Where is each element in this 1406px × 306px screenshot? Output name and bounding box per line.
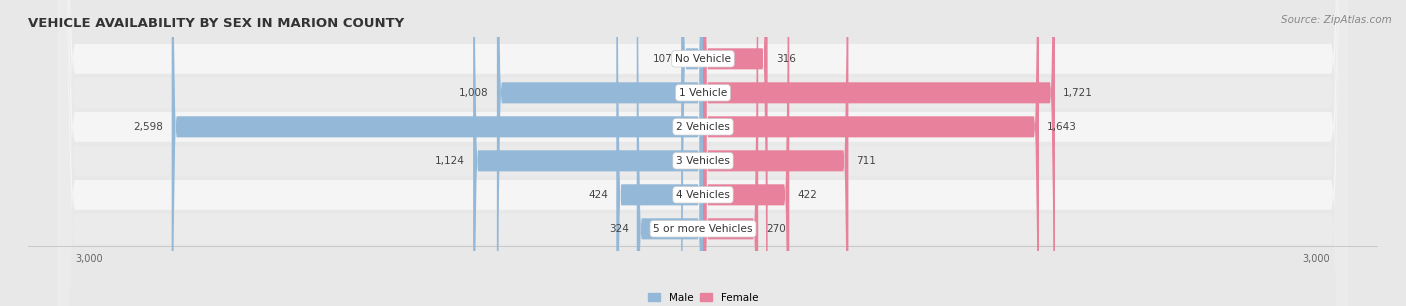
Text: 107: 107	[654, 54, 673, 64]
FancyBboxPatch shape	[474, 0, 703, 306]
Text: 1,721: 1,721	[1063, 88, 1092, 98]
FancyBboxPatch shape	[616, 0, 703, 306]
FancyBboxPatch shape	[681, 0, 703, 306]
FancyBboxPatch shape	[496, 0, 703, 306]
Text: 270: 270	[766, 224, 786, 234]
Text: 3 Vehicles: 3 Vehicles	[676, 156, 730, 166]
FancyBboxPatch shape	[59, 0, 1347, 306]
Text: 1 Vehicle: 1 Vehicle	[679, 88, 727, 98]
Text: No Vehicle: No Vehicle	[675, 54, 731, 64]
Text: 424: 424	[588, 190, 609, 200]
FancyBboxPatch shape	[703, 0, 848, 306]
FancyBboxPatch shape	[59, 0, 1347, 306]
FancyBboxPatch shape	[703, 0, 758, 306]
FancyBboxPatch shape	[703, 0, 789, 306]
FancyBboxPatch shape	[637, 0, 703, 306]
Text: Source: ZipAtlas.com: Source: ZipAtlas.com	[1281, 15, 1392, 25]
Text: VEHICLE AVAILABILITY BY SEX IN MARION COUNTY: VEHICLE AVAILABILITY BY SEX IN MARION CO…	[28, 17, 405, 30]
Text: 5 or more Vehicles: 5 or more Vehicles	[654, 224, 752, 234]
Text: 711: 711	[856, 156, 876, 166]
Legend: Male, Female: Male, Female	[645, 289, 761, 306]
Text: 2 Vehicles: 2 Vehicles	[676, 122, 730, 132]
Text: 4 Vehicles: 4 Vehicles	[676, 190, 730, 200]
FancyBboxPatch shape	[59, 0, 1347, 306]
FancyBboxPatch shape	[703, 0, 1054, 306]
Text: 2,598: 2,598	[134, 122, 163, 132]
Text: 1,124: 1,124	[434, 156, 465, 166]
Text: 1,643: 1,643	[1047, 122, 1077, 132]
FancyBboxPatch shape	[172, 0, 703, 306]
FancyBboxPatch shape	[703, 0, 1039, 306]
FancyBboxPatch shape	[59, 0, 1347, 306]
Text: 422: 422	[797, 190, 817, 200]
Text: 316: 316	[776, 54, 796, 64]
FancyBboxPatch shape	[59, 0, 1347, 306]
Text: 324: 324	[609, 224, 628, 234]
FancyBboxPatch shape	[703, 0, 768, 306]
Text: 1,008: 1,008	[458, 88, 489, 98]
FancyBboxPatch shape	[59, 0, 1347, 306]
